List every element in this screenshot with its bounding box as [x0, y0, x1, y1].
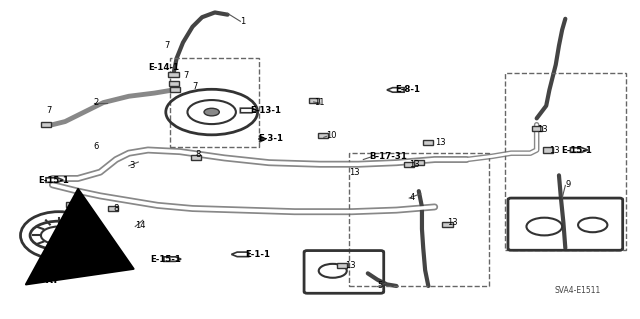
Text: 7: 7	[183, 71, 188, 80]
Text: FR.: FR.	[38, 275, 58, 285]
Circle shape	[204, 108, 220, 116]
Polygon shape	[46, 178, 63, 182]
Text: 11: 11	[314, 98, 324, 107]
Polygon shape	[387, 88, 404, 92]
Bar	[318, 133, 328, 138]
Text: 7: 7	[164, 41, 169, 50]
Text: E-15-1: E-15-1	[150, 255, 180, 263]
Text: 9: 9	[565, 180, 571, 189]
Bar	[505, 72, 626, 250]
Text: 14: 14	[135, 221, 146, 230]
Bar	[169, 81, 179, 86]
Bar	[168, 71, 179, 77]
Text: 1: 1	[241, 18, 246, 26]
Bar	[404, 162, 414, 167]
Bar	[108, 206, 118, 211]
Polygon shape	[241, 108, 257, 113]
Bar	[67, 202, 77, 207]
Text: 13: 13	[346, 261, 356, 270]
Bar	[413, 160, 424, 165]
Polygon shape	[232, 252, 248, 257]
Bar	[349, 153, 489, 286]
Polygon shape	[570, 148, 588, 152]
Text: 12: 12	[72, 199, 82, 208]
Text: 7: 7	[193, 82, 198, 91]
Text: 4: 4	[409, 193, 415, 202]
Text: 13: 13	[409, 160, 420, 169]
Text: B-17-31: B-17-31	[370, 152, 408, 161]
Bar	[41, 122, 51, 127]
Text: 8: 8	[196, 150, 201, 159]
Text: E-3-1: E-3-1	[258, 134, 283, 144]
Text: E-14-1: E-14-1	[148, 63, 179, 72]
Text: E-15-1: E-15-1	[561, 145, 592, 154]
Text: 10: 10	[326, 131, 337, 140]
Text: 13: 13	[435, 137, 445, 147]
Text: 5: 5	[378, 281, 383, 291]
Text: 13: 13	[349, 168, 359, 177]
Bar	[423, 140, 433, 145]
Text: 13: 13	[447, 218, 458, 227]
Text: 7: 7	[46, 106, 51, 115]
Text: E-13-1: E-13-1	[250, 106, 281, 115]
Text: 13: 13	[537, 125, 547, 134]
Bar	[337, 263, 348, 268]
Text: 13: 13	[549, 145, 560, 154]
Text: E-8-1: E-8-1	[395, 85, 420, 94]
Bar	[191, 155, 201, 160]
Bar	[170, 87, 180, 93]
Polygon shape	[164, 257, 181, 261]
Text: SVA4-E1511: SVA4-E1511	[554, 286, 601, 295]
Text: 3: 3	[129, 161, 134, 170]
Bar	[170, 58, 259, 147]
Text: 6: 6	[94, 142, 99, 151]
Text: 8: 8	[113, 204, 118, 213]
Text: E-15-1: E-15-1	[38, 175, 69, 185]
Bar	[532, 126, 541, 131]
Bar	[543, 147, 553, 152]
Bar	[442, 222, 452, 227]
Text: E-1-1: E-1-1	[246, 250, 271, 259]
Bar	[308, 98, 319, 103]
Text: 2: 2	[94, 98, 99, 107]
